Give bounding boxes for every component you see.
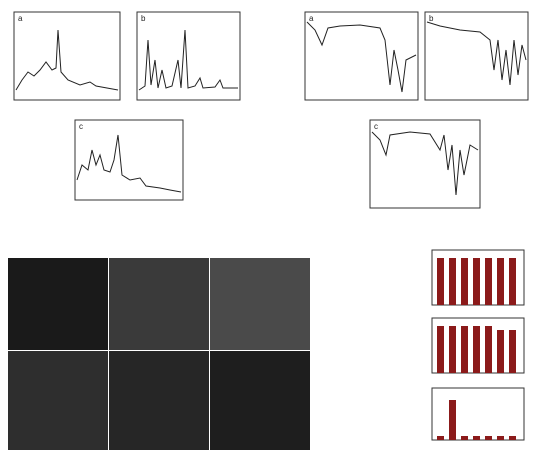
bar — [497, 436, 504, 440]
panel-label: a — [309, 14, 314, 23]
bar — [449, 400, 456, 440]
xrd-panel: b — [136, 11, 241, 101]
bar — [461, 436, 468, 440]
panel-label: a — [18, 14, 23, 23]
sem-image — [109, 258, 209, 350]
bar-panel — [431, 387, 525, 441]
bar — [449, 326, 456, 373]
curve — [138, 29, 238, 91]
bar — [509, 436, 516, 440]
plot-frame — [304, 11, 419, 101]
ftir-panel: a — [304, 11, 419, 101]
bar — [473, 258, 480, 305]
bar — [485, 326, 492, 373]
bar — [437, 258, 444, 305]
xrd-panel: c — [74, 119, 184, 201]
curve — [76, 134, 182, 193]
panel-label: c — [374, 122, 378, 131]
curve — [426, 21, 527, 86]
sem-image — [8, 258, 108, 350]
bar — [461, 258, 468, 305]
sem-image — [210, 351, 310, 450]
bar — [497, 258, 504, 305]
bar — [509, 258, 516, 305]
plot-frame — [431, 387, 525, 441]
ftir-panel: c — [369, 119, 481, 209]
panel-label: b — [141, 14, 146, 23]
bar — [509, 330, 516, 373]
bar — [497, 330, 504, 373]
xrd-panel: a — [13, 11, 121, 101]
sem-image — [210, 258, 310, 350]
bar — [473, 326, 480, 373]
bar — [473, 436, 480, 440]
bar — [437, 436, 444, 440]
curve — [15, 29, 119, 91]
ftir-panel: b — [424, 11, 529, 101]
bar — [449, 258, 456, 305]
plot-frame — [74, 119, 184, 201]
bar — [485, 258, 492, 305]
bar — [461, 326, 468, 373]
plot-frame — [424, 11, 529, 101]
curve — [371, 131, 479, 196]
plot-frame — [369, 119, 481, 209]
bar-panel — [431, 249, 525, 306]
curve — [306, 21, 417, 93]
bar — [485, 436, 492, 440]
panel-label: b — [429, 14, 434, 23]
plot-frame — [13, 11, 121, 101]
panel-label: c — [79, 122, 83, 131]
bar — [437, 326, 444, 373]
bar-panel — [431, 317, 525, 374]
sem-grid — [8, 258, 310, 450]
plot-frame — [136, 11, 241, 101]
sem-image — [109, 351, 209, 450]
sem-image — [8, 351, 108, 450]
